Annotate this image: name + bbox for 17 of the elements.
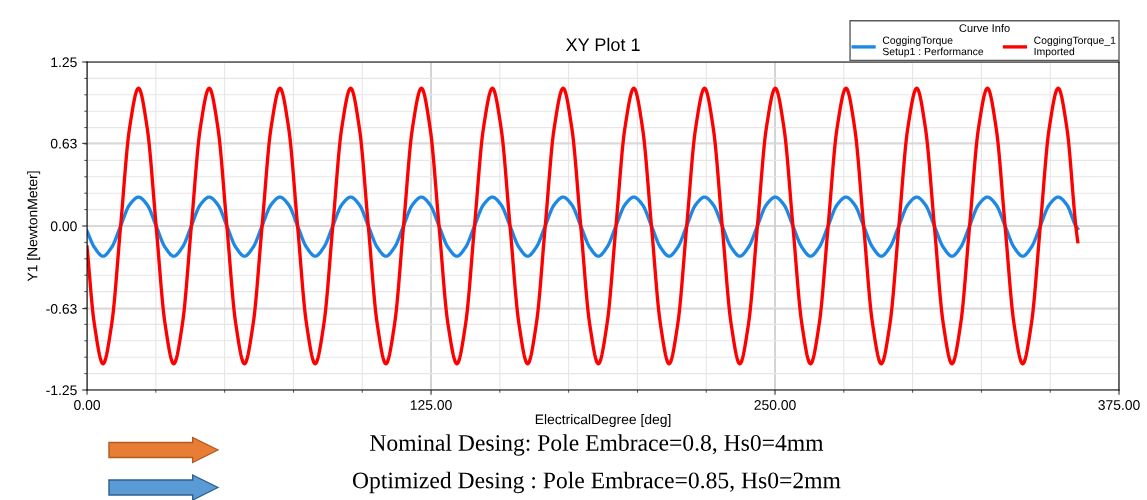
text: Optimized Desing : Pole Embrace=0.85, Hs0=2mm bbox=[352, 471, 841, 494]
text: Nominal Desing: Pole Embrace=0.8, Hs0=4mm bbox=[370, 434, 824, 456]
x-tick-label: 125.00 bbox=[410, 400, 452, 410]
legend-label: CoggingTorque Setup1 : Performance bbox=[882, 36, 984, 58]
y-tick-label: 0.63 bbox=[50, 138, 77, 149]
x-tick-label: 0.00 bbox=[74, 400, 101, 410]
x-tick-label: 375.00 bbox=[1098, 400, 1140, 410]
chart-title: XY Plot 1 bbox=[565, 37, 640, 52]
y-tick-label: 0.00 bbox=[50, 221, 77, 232]
y-tick-label: -1.25 bbox=[46, 385, 77, 396]
y-axis-title: Y1 [NewtonMeter] bbox=[27, 171, 41, 282]
legend-title: Curve Info bbox=[959, 23, 1010, 33]
y-tick-label: 1.25 bbox=[51, 57, 77, 68]
x-axis-title: ElectricalDegree [deg] bbox=[535, 414, 671, 428]
legend-label: CoggingTorque_1 Imported bbox=[1034, 36, 1116, 58]
y-tick-label: -0.63 bbox=[46, 303, 77, 314]
x-tick-label: 250.00 bbox=[754, 400, 796, 410]
